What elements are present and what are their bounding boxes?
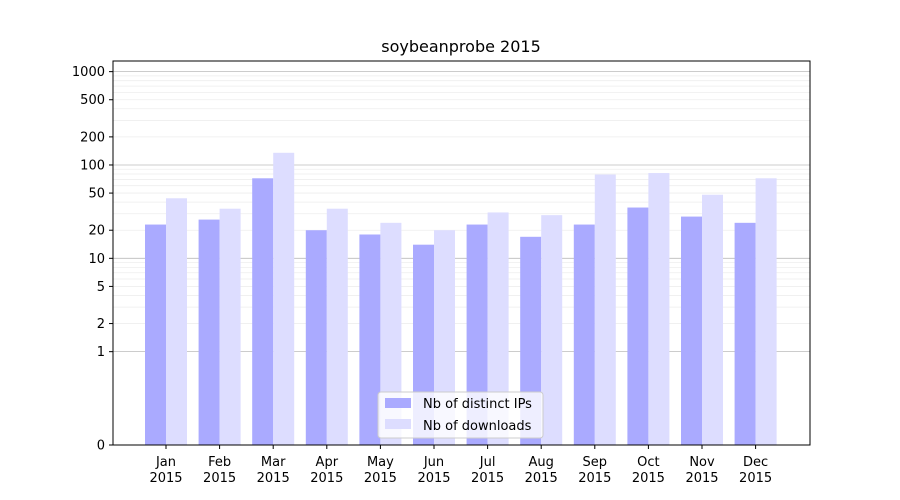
- x-tick-label-year: 2015: [364, 471, 397, 486]
- bar-downloads: [755, 178, 777, 445]
- y-axis: 0 1 2 5 10 20 50 100 200 500 1000: [72, 65, 113, 454]
- bar-downloads: [541, 215, 563, 445]
- y-tick-label: 20: [88, 224, 105, 239]
- x-tick-label-month: Nov: [689, 455, 715, 470]
- bar-distinct-ips: [627, 207, 649, 445]
- bar-distinct-ips: [573, 224, 595, 445]
- y-tick-label: 1: [97, 345, 105, 360]
- bar-distinct-ips: [359, 234, 381, 445]
- y-tick-label: 1000: [72, 65, 105, 80]
- x-tick-label-month: Aug: [529, 455, 554, 470]
- y-tick-label: 10: [88, 252, 105, 267]
- x-tick-label-month: Dec: [743, 455, 768, 470]
- bar-downloads: [594, 174, 616, 446]
- x-tick-label-month: Jul: [479, 455, 496, 470]
- y-tick-label: 200: [80, 130, 105, 145]
- bar-distinct-ips: [466, 224, 488, 445]
- legend-box: [377, 391, 544, 439]
- legend-label-distinct-ips: Nb of distinct IPs: [423, 397, 532, 412]
- x-tick-label-year: 2015: [525, 471, 558, 486]
- bar-distinct-ips: [145, 224, 166, 445]
- x-tick-label-month: Sep: [583, 455, 608, 470]
- bar-distinct-ips: [681, 216, 702, 445]
- x-axis: Jan2015Feb2015Mar2015Apr2015May2015Jun20…: [149, 445, 772, 486]
- x-tick-label-month: Jan: [155, 455, 176, 470]
- y-tick-label: 2: [97, 317, 105, 332]
- plot-frame: [112, 60, 811, 446]
- y-tick-label: 100: [80, 158, 105, 173]
- x-tick-label-year: 2015: [257, 471, 290, 486]
- legend: Nb of distinct IPs Nb of downloads: [377, 391, 544, 439]
- x-tick-label-month: May: [367, 455, 394, 470]
- legend-swatch-distinct-ips: [385, 398, 411, 408]
- bar-downloads: [273, 152, 295, 445]
- y-tick-label: 50: [88, 187, 105, 202]
- y-tick-label: 500: [80, 93, 105, 108]
- x-tick-label-year: 2015: [685, 471, 718, 486]
- x-tick-label-month: Oct: [637, 455, 659, 470]
- bar-downloads: [648, 173, 670, 445]
- bar-downloads: [487, 212, 509, 445]
- bar-distinct-ips: [305, 230, 327, 445]
- bar-downloads: [434, 230, 455, 445]
- x-tick-label-year: 2015: [310, 471, 343, 486]
- bar-downloads: [219, 208, 241, 445]
- bar-downloads: [166, 198, 187, 445]
- x-tick-label-year: 2015: [203, 471, 236, 486]
- x-tick-label-year: 2015: [417, 471, 450, 486]
- x-tick-label-year: 2015: [149, 471, 182, 486]
- x-tick-label-month: Jun: [423, 455, 444, 470]
- x-tick-label-year: 2015: [632, 471, 665, 486]
- x-tick-label-year: 2015: [739, 471, 772, 486]
- chart-title: soybeanprobe 2015: [381, 37, 541, 56]
- bar-distinct-ips: [252, 178, 274, 445]
- bar-downloads: [326, 208, 348, 445]
- x-tick-label-year: 2015: [578, 471, 611, 486]
- legend-swatch-downloads: [385, 419, 411, 429]
- x-tick-label-month: Apr: [316, 455, 339, 470]
- bar-downloads: [380, 222, 402, 445]
- bar-downloads: [702, 194, 723, 445]
- x-tick-label-year: 2015: [471, 471, 504, 486]
- bar-distinct-ips: [734, 222, 756, 445]
- x-tick-label-month: Feb: [208, 455, 231, 470]
- bar-distinct-ips: [198, 219, 220, 445]
- legend-label-downloads: Nb of downloads: [423, 419, 532, 434]
- y-tick-label: 0: [97, 439, 105, 454]
- y-tick-label: 5: [97, 280, 105, 295]
- x-tick-label-month: Mar: [261, 455, 286, 470]
